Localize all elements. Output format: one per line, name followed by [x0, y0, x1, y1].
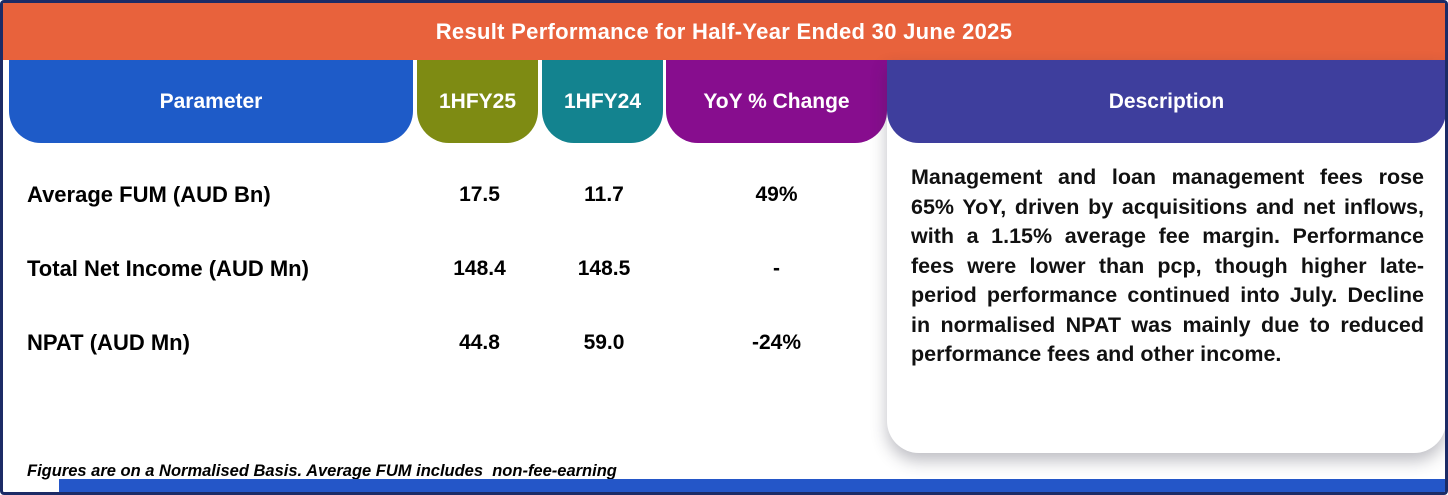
- footnotes: Figures are on a Normalised Basis. Avera…: [27, 409, 733, 492]
- row-1hfy25-value: 17.5: [459, 183, 500, 206]
- column-header-yoy-change-label: YoY % Change: [703, 89, 850, 113]
- column-header-1hfy24: 1HFY24: [542, 60, 663, 143]
- table-row-average-fum: Average FUM (AUD Bn) 17.5 11.7 49%: [3, 158, 889, 232]
- row-parameter-label: Average FUM (AUD Bn): [27, 182, 271, 207]
- column-header-1hfy25-label: 1HFY25: [438, 89, 517, 113]
- row-1hfy24-value: 148.5: [577, 257, 631, 280]
- row-1hfy25-value: 148.4: [453, 257, 506, 280]
- row-1hfy24-value: 59.0: [583, 331, 625, 354]
- row-parameter-label: NPAT (AUD Mn): [27, 330, 190, 355]
- results-table: Average FUM (AUD Bn) 17.5 11.7 49% Total…: [3, 143, 889, 380]
- row-yoy-value: -24%: [751, 331, 802, 354]
- table-row-npat: NPAT (AUD Mn) 44.8 59.0 -24%: [3, 306, 889, 380]
- row-1hfy25-value: 44.8: [459, 331, 500, 354]
- description-card: Description Management and loan manageme…: [887, 60, 1445, 453]
- page-title: Result Performance for Half-Year Ended 3…: [435, 18, 1013, 44]
- column-header-1hfy25: 1HFY25: [417, 60, 538, 143]
- row-1hfy24-value: 11.7: [584, 183, 624, 206]
- footnote-normalised-basis: Figures are on a Normalised Basis. Avera…: [27, 462, 617, 480]
- row-yoy-value: -: [773, 257, 780, 280]
- row-yoy-value: 49%: [755, 183, 798, 206]
- column-header-parameter-label: Parameter: [159, 89, 263, 113]
- bottom-accent-bar: [59, 479, 1445, 492]
- title-banner: Result Performance for Half-Year Ended 3…: [3, 3, 1445, 60]
- column-header-1hfy24-label: 1HFY24: [563, 89, 642, 113]
- column-header-parameter: Parameter: [9, 60, 413, 143]
- column-header-description: Description: [887, 60, 1445, 143]
- description-text: Management and loan management fees rose…: [911, 165, 1424, 366]
- column-header-description-label: Description: [1108, 89, 1225, 113]
- row-parameter-label: Total Net Income (AUD Mn): [27, 256, 309, 281]
- table-row-total-net-income: Total Net Income (AUD Mn) 148.4 148.5 -: [3, 232, 889, 306]
- column-header-yoy-change: YoY % Change: [666, 60, 887, 143]
